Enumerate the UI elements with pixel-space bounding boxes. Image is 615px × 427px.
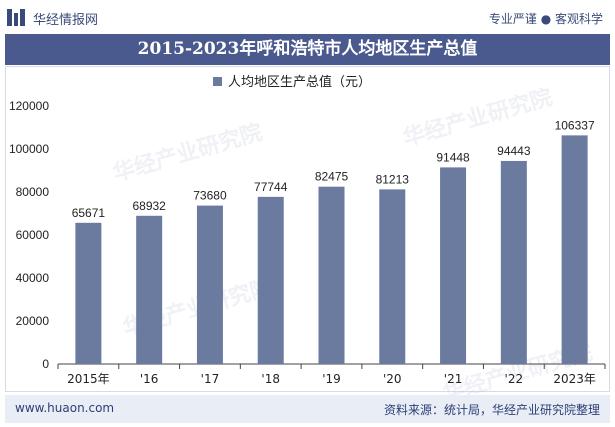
header: 华经情报网 专业严谨 ● 客观科学	[0, 0, 615, 34]
x-tick-label: '22	[505, 372, 524, 386]
data-label: 77744	[254, 180, 288, 194]
bar	[440, 167, 467, 364]
x-tick-label: '21	[444, 372, 463, 386]
x-tick-label: '17	[201, 372, 220, 386]
tagline: 专业严谨 ● 客观科学	[488, 12, 603, 26]
x-tick-label: '20	[383, 372, 402, 386]
y-tick-label: 40000	[16, 271, 50, 285]
x-tick-label: '16	[140, 372, 159, 386]
footer: www.huaon.com 资料来源：统计局，华经产业研究院整理	[5, 395, 610, 423]
y-tick-label: 20000	[16, 314, 50, 328]
x-tick-label: 2023年	[553, 372, 596, 386]
data-label: 94443	[497, 144, 531, 158]
y-tick-label: 80000	[16, 185, 50, 199]
data-label: 106337	[555, 118, 595, 132]
x-tick-label: 2015年	[67, 372, 110, 386]
data-label: 82475	[315, 170, 349, 184]
data-label: 81213	[376, 172, 410, 186]
bar	[136, 215, 163, 364]
bar	[379, 189, 406, 364]
chart-title: 2015-2023年呼和浩特市人均地区生产总值	[137, 39, 478, 59]
x-tick-label: '19	[322, 372, 341, 386]
y-tick-label: 0	[42, 357, 49, 371]
legend-swatch	[213, 77, 222, 86]
bar	[257, 196, 284, 364]
footer-url[interactable]: www.huaon.com	[15, 401, 115, 415]
bar	[561, 135, 588, 364]
data-label: 91448	[436, 150, 470, 164]
bar	[196, 205, 223, 364]
footer-source: 资料来源：统计局，华经产业研究院整理	[383, 403, 600, 417]
data-label: 68932	[132, 199, 166, 213]
data-label: 65671	[72, 206, 106, 220]
bar	[75, 222, 102, 364]
logo-icon	[7, 9, 25, 26]
brand-name[interactable]: 华经情报网	[33, 13, 99, 28]
bar	[500, 160, 527, 364]
y-tick-label: 60000	[16, 228, 50, 242]
data-label: 73680	[193, 189, 227, 203]
legend-label: 人均地区生产总值（元）	[228, 74, 371, 90]
x-tick-label: '18	[261, 372, 280, 386]
title-bar: 2015-2023年呼和浩特市人均地区生产总值	[5, 34, 610, 65]
bar-chart: 人均地区生产总值（元） 0 20000 40000 60000 80000 100000 12…	[9, 74, 606, 386]
y-tick-label: 100000	[9, 142, 49, 156]
chart-frame	[5, 66, 610, 392]
y-tick-label: 120000	[9, 99, 49, 113]
bar	[318, 186, 345, 364]
